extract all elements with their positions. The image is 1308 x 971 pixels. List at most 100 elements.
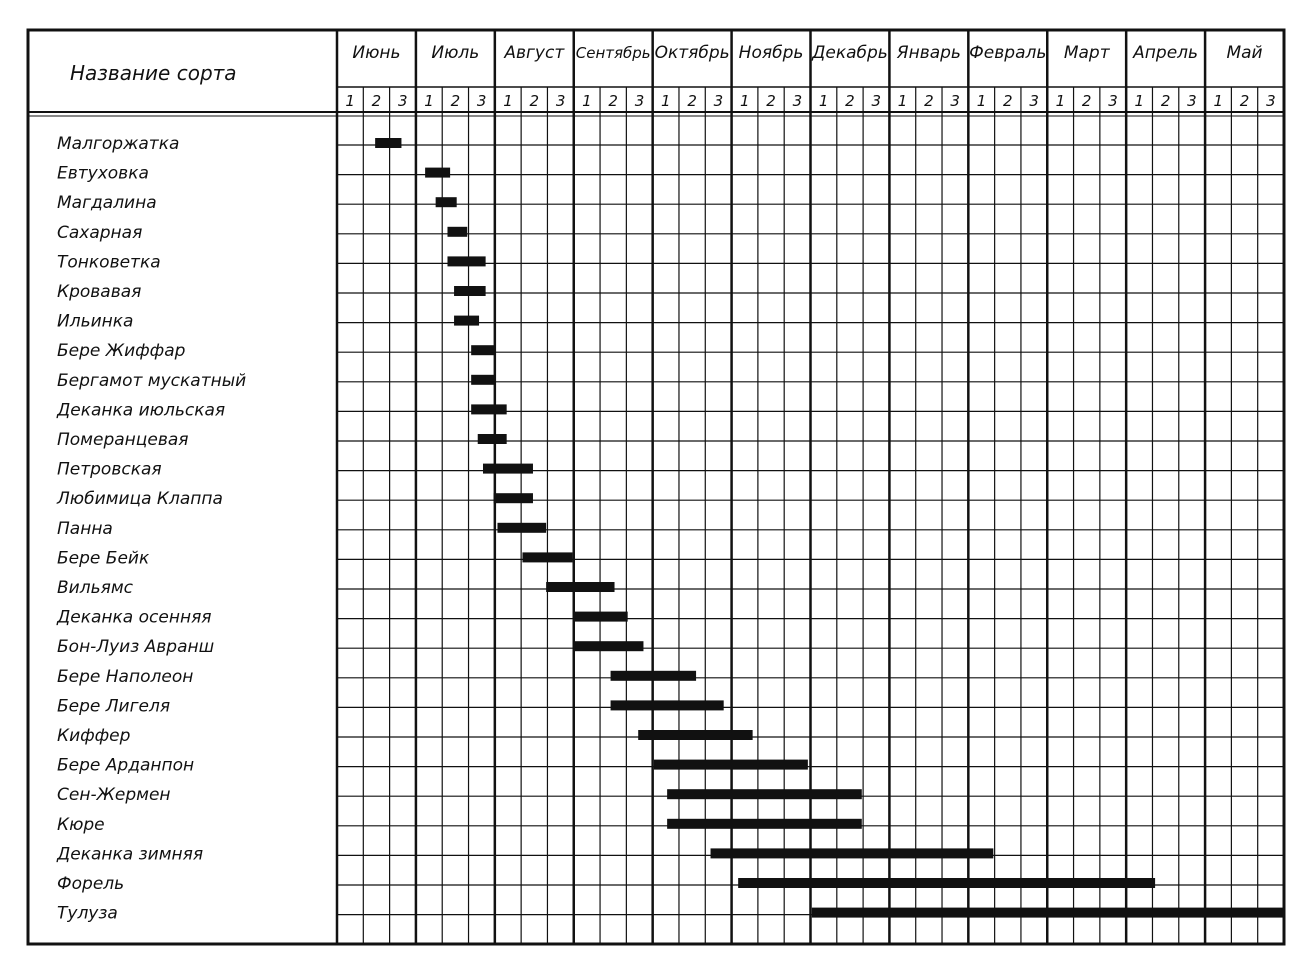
variety-label: Сахарная [57,223,142,243]
decade-label: 1 [1056,92,1066,110]
decade-label: 1 [503,92,513,110]
decade-label: 1 [1213,92,1223,110]
variety-label: Деканка зимняя [56,844,203,864]
variety-label: Тулуза [57,904,118,924]
variety-label: Сен-Жермен [57,785,171,805]
variety-label: Ильинка [57,312,133,332]
decade-label: 1 [345,92,355,110]
ripening-bar [546,582,615,592]
variety-label: Кровавая [57,282,141,302]
variety-label: Тонковетка [57,252,161,272]
ripening-bar [610,700,724,711]
decade-label: 2 [845,92,855,110]
decade-label: 1 [582,92,592,110]
ripening-bar [667,789,862,800]
ripening-bar [454,286,486,296]
decade-label: 3 [1108,92,1118,110]
ripening-bar [471,345,495,356]
ripening-bar [447,226,468,237]
variety-label: Бере Арданпон [57,756,194,776]
decade-label: 2 [1003,92,1013,110]
decade-label: 3 [477,92,487,110]
decade-label: 1 [898,92,908,110]
ripening-bar [435,197,457,208]
month-label: Октябрь [655,43,730,63]
ripening-bar [522,552,573,563]
month-label: Февраль [969,43,1046,63]
ripening-bar [667,818,862,829]
header-label: Название сорта [70,61,237,85]
variety-label: Деканка июльская [56,400,225,420]
ripening-bar [653,759,808,770]
ripening-bar [573,611,628,622]
variety-label: Померанцевая [57,430,188,450]
variety-label: Петровская [57,460,162,480]
decade-label: 1 [1135,92,1145,110]
decade-label: 2 [530,92,540,110]
decade-label: 3 [871,92,881,110]
ripening-bar [454,315,480,326]
decade-label: 2 [1240,92,1250,110]
decade-label: 3 [793,92,803,110]
decade-label: 3 [950,92,960,110]
ripening-bar [610,670,697,681]
variety-label: Киффер [57,726,131,746]
variety-label: Бере Бейк [57,548,150,568]
variety-label: Панна [57,519,113,539]
grid [26,28,1286,946]
decade-label: 2 [372,92,382,110]
ripening-bar [471,404,507,415]
ripening-bar [710,848,994,859]
ripening-bar [638,730,753,740]
ripening-bar [425,167,451,178]
variety-label: Бере Наполеон [57,667,193,687]
variety-label: Бере Жиффар [57,341,186,361]
variety-label: Деканка осенняя [56,608,212,628]
ripening-bar [375,138,402,148]
month-label: Май [1226,43,1262,63]
ripening-bar [493,493,533,504]
variety-label: Любимица Клаппа [56,489,223,509]
decade-label: 2 [1082,92,1092,110]
variety-label: Бере Лигеля [57,696,170,716]
ripening-bar [471,374,495,385]
month-label: Март [1064,43,1111,63]
decade-label: 3 [714,92,724,110]
decade-label: 3 [1187,92,1197,110]
decade-label: 2 [451,92,461,110]
ripening-bars [375,138,1284,918]
decade-label: 2 [1161,92,1171,110]
decade-label: 3 [398,92,408,110]
month-label: Июнь [352,43,400,63]
month-label: Декабрь [811,43,888,63]
variety-label: Форель [57,874,124,894]
decade-label: 3 [1029,92,1039,110]
decade-label: 3 [635,92,645,110]
ripening-bar [477,434,507,444]
decade-label: 2 [766,92,776,110]
month-label: Январь [896,43,961,63]
decade-label: 1 [740,92,750,110]
variety-label: Кюре [57,815,105,835]
ripening-bar [811,907,1284,918]
variety-label: Малгоржатка [57,134,179,154]
month-label: Ноябрь [739,43,804,63]
decade-label: 2 [687,92,697,110]
decade-label: 3 [556,92,566,110]
decade-label: 1 [819,92,829,110]
variety-label: Магдалина [57,193,157,213]
variety-label: Бергамот мускатный [57,371,246,391]
decade-label: 2 [608,92,618,110]
ripening-bar [447,256,486,267]
decade-label: 1 [661,92,671,110]
decade-label: 2 [924,92,934,110]
variety-label: Вильямс [57,578,134,598]
chart-labels: Название сорта Июнь Июль Август Сентябрь Окт… [56,43,1276,924]
month-label: Апрель [1132,43,1198,63]
decade-label: 1 [424,92,434,110]
month-label: Август [503,43,565,63]
month-label: Сентябрь [576,44,651,62]
variety-label: Евтуховка [57,164,149,184]
variety-label: Бон-Луиз Авранш [57,637,214,657]
